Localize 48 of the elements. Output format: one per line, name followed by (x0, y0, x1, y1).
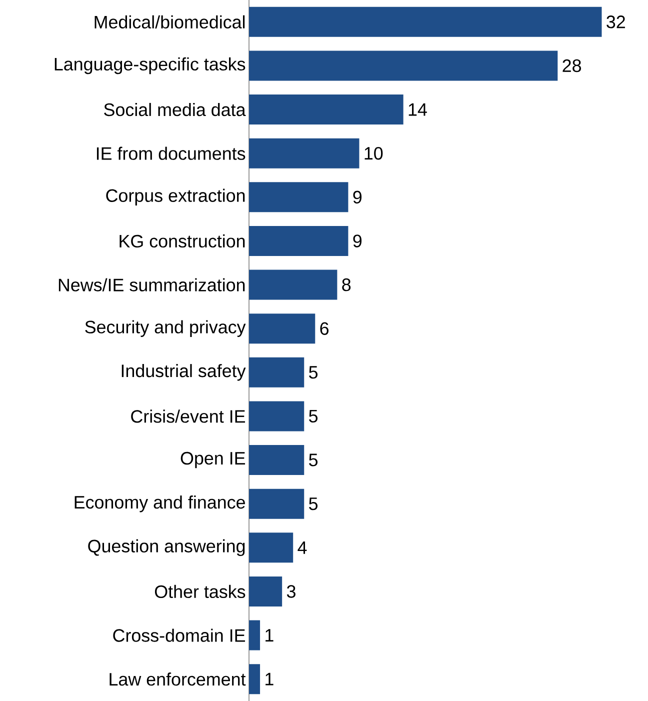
y-tick-label: KG construction (120, 234, 245, 248)
data-label: 9 (353, 190, 362, 204)
bar (249, 226, 348, 256)
y-tick-label: Medical/biomedical (94, 15, 245, 28)
data-label: 5 (309, 454, 318, 466)
data-label: 28 (562, 59, 581, 72)
y-tick-label: Economy and finance (74, 495, 245, 512)
y-tick-label: Security and privacy (85, 320, 246, 337)
data-label: 9 (353, 234, 362, 248)
data-label: 5 (309, 498, 318, 510)
bar (249, 94, 404, 125)
y-tick-label: Crisis/event IE (131, 410, 246, 423)
y-tick-label: Industrial safety (122, 364, 246, 381)
y-tick-label: IE from documents (96, 146, 246, 160)
y-tick-label: Open IE (180, 452, 246, 468)
data-label: 32 (606, 16, 625, 28)
y-tick-label: Question answering (88, 539, 245, 556)
bar (249, 488, 304, 519)
bar (249, 138, 360, 168)
bar (249, 532, 294, 563)
y-tick-label: Language-specific tasks (54, 57, 246, 74)
y-tick-label: Cross-domain IE (113, 628, 246, 642)
bar (249, 6, 602, 37)
y-tick-label: Corpus extraction (106, 188, 245, 206)
bar (249, 270, 338, 300)
bar (249, 50, 558, 81)
data-label: 10 (364, 146, 383, 160)
data-label: 1 (266, 672, 274, 686)
bar (249, 664, 260, 694)
data-label: 5 (309, 410, 318, 422)
y-tick-label: Social media data (104, 102, 246, 116)
y-tick-label: Other tasks (154, 584, 246, 598)
data-label: 3 (286, 585, 296, 598)
bar (249, 445, 304, 476)
data-label: 5 (309, 366, 318, 379)
data-label: 1 (266, 629, 274, 642)
y-tick-label: Law enforcement (110, 672, 246, 686)
y-tick-label: News/IE summarization (58, 278, 245, 292)
bar (249, 357, 304, 388)
data-label: 6 (320, 322, 329, 335)
bar (249, 401, 304, 432)
bar (249, 620, 260, 650)
data-label: 14 (408, 103, 427, 116)
bar (249, 314, 316, 344)
bar (249, 576, 282, 606)
data-label: 4 (298, 541, 307, 554)
data-label: 8 (342, 278, 351, 292)
bar (249, 182, 348, 212)
